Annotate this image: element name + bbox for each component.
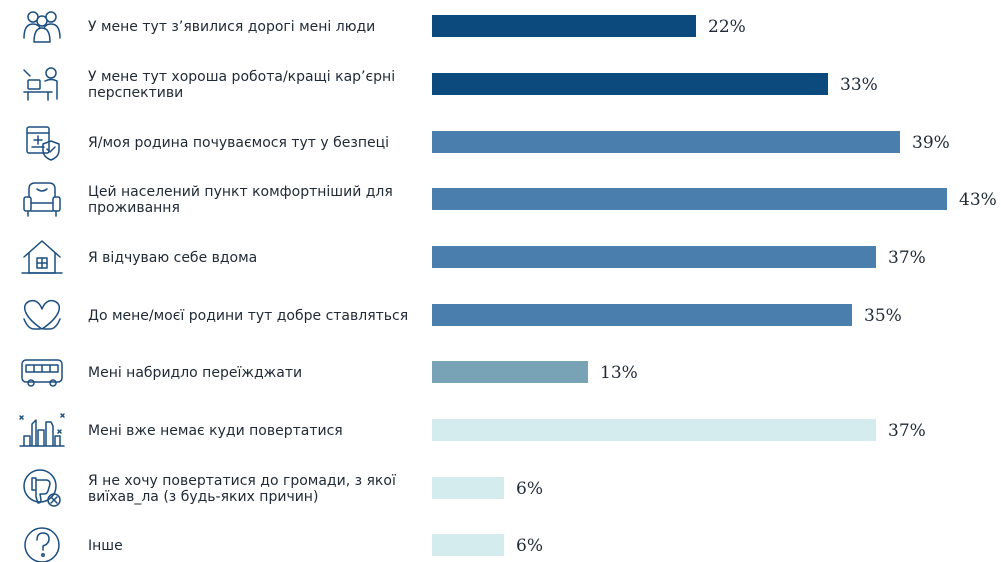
category-label: Я/моя родина почуваємося тут у безпеці (88, 135, 389, 151)
bar (432, 131, 900, 153)
category-label: У мене тут хороша робота/кращі кар’єрні (88, 69, 395, 85)
bar (432, 534, 504, 556)
category-label: До мене/моєї родини тут добре ставляться (88, 308, 408, 324)
desk-worker-icon (23, 67, 58, 101)
bar (432, 15, 696, 37)
category-label: проживання (88, 200, 180, 216)
thumbs-down-icon (23, 469, 61, 507)
category-label: Цей населений пункт комфортніший для (88, 184, 393, 200)
house-icon (21, 240, 63, 274)
category-label: Мені набридло переїжджати (88, 365, 302, 381)
question-icon (24, 527, 60, 562)
category-label: Я відчуваю себе вдома (88, 250, 257, 266)
ruined-city-icon (19, 413, 65, 447)
chart-row: До мене/моєї родини тут добре ставляться… (23, 299, 902, 330)
bar (432, 361, 588, 383)
medical-shield-icon (26, 126, 60, 161)
category-label: Я не хочу повертатися до громади, з якої (88, 473, 396, 489)
category-label: виїхав_ла (з будь-яких причин) (88, 489, 318, 505)
chart-row: Інше 6% (24, 527, 543, 562)
data-label: 6% (516, 479, 543, 499)
bar (432, 246, 876, 268)
bar (432, 304, 852, 326)
armchair-icon (23, 182, 61, 217)
category-label: Мені вже немає куди повертатися (88, 423, 343, 439)
data-label: 43% (959, 190, 997, 210)
data-label: 22% (708, 17, 746, 37)
chart-row: Мені вже немає куди повертатися 37% (19, 413, 926, 447)
bar (432, 477, 504, 499)
chart-row: Мені набридло переїжджати 13% (21, 359, 638, 387)
chart-row: Я відчуваю себе вдома 37% (21, 240, 926, 274)
data-label: 13% (600, 363, 638, 383)
data-label: 37% (888, 421, 926, 441)
hands-heart-icon (23, 299, 61, 330)
data-label: 35% (864, 306, 902, 326)
data-label: 6% (516, 536, 543, 556)
bar (432, 419, 876, 441)
category-label: У мене тут з’явилися дорогі мені люди (88, 19, 375, 35)
chart-row: Цей населений пункт комфортніший дляпрож… (23, 182, 997, 217)
category-label: перспективи (88, 85, 183, 101)
bar (432, 188, 947, 210)
chart-row: Я/моя родина почуваємося тут у безпеці 39… (26, 126, 950, 161)
chart-row: У мене тут хороша робота/кращі кар’єрніп… (23, 67, 878, 101)
category-label: Інше (88, 538, 123, 554)
chart-row: У мене тут з’явилися дорогі мені люди 22% (23, 11, 746, 43)
chart-row: Я не хочу повертатися до громади, з якої… (23, 469, 543, 507)
data-label: 39% (912, 133, 950, 153)
data-label: 33% (840, 75, 878, 95)
people-icon (23, 11, 61, 43)
bus-icon (21, 359, 63, 387)
bar (432, 73, 828, 95)
data-label: 37% (888, 248, 926, 268)
